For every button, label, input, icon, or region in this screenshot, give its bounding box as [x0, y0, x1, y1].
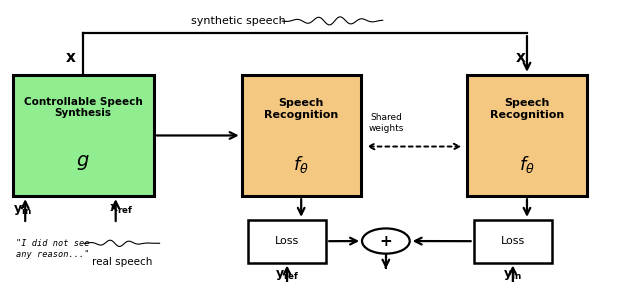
Text: Loss: Loss	[500, 236, 525, 246]
Text: $\mathbf{y}_{\mathbf{in}}$: $\mathbf{y}_{\mathbf{in}}$	[504, 268, 522, 282]
Text: $f_\theta$: $f_\theta$	[293, 154, 309, 175]
FancyBboxPatch shape	[13, 75, 154, 196]
FancyBboxPatch shape	[248, 220, 326, 263]
Text: $g$: $g$	[76, 153, 90, 172]
Text: $f_\theta$: $f_\theta$	[519, 154, 535, 175]
FancyBboxPatch shape	[242, 75, 361, 196]
Text: Controllable Speech
Synthesis: Controllable Speech Synthesis	[24, 97, 143, 118]
Text: Speech
Recognition: Speech Recognition	[490, 98, 564, 120]
Ellipse shape	[362, 228, 410, 254]
Text: $\mathbf{x}_{\mathbf{ref}}$: $\mathbf{x}_{\mathbf{ref}}$	[109, 203, 134, 216]
Text: synthetic speech: synthetic speech	[191, 16, 286, 26]
Text: x: x	[516, 50, 525, 65]
Text: real speech: real speech	[92, 257, 152, 267]
Text: Speech
Recognition: Speech Recognition	[264, 98, 339, 120]
FancyBboxPatch shape	[467, 75, 587, 196]
Text: +: +	[380, 233, 392, 248]
Text: x: x	[66, 50, 76, 65]
FancyBboxPatch shape	[474, 220, 552, 263]
Text: $\mathbf{y}_{\mathbf{in}}$: $\mathbf{y}_{\mathbf{in}}$	[13, 203, 32, 217]
Text: Loss: Loss	[275, 236, 299, 246]
Text: Shared
weights: Shared weights	[368, 113, 404, 133]
Text: $\mathbf{y}_{\mathbf{ref}}$: $\mathbf{y}_{\mathbf{ref}}$	[275, 268, 300, 282]
Text: "I did not see
any reason...": "I did not see any reason..."	[16, 239, 90, 259]
